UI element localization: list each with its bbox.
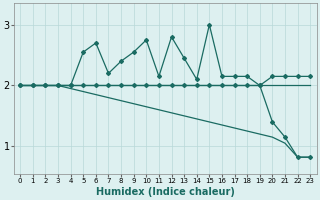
- X-axis label: Humidex (Indice chaleur): Humidex (Indice chaleur): [96, 187, 235, 197]
